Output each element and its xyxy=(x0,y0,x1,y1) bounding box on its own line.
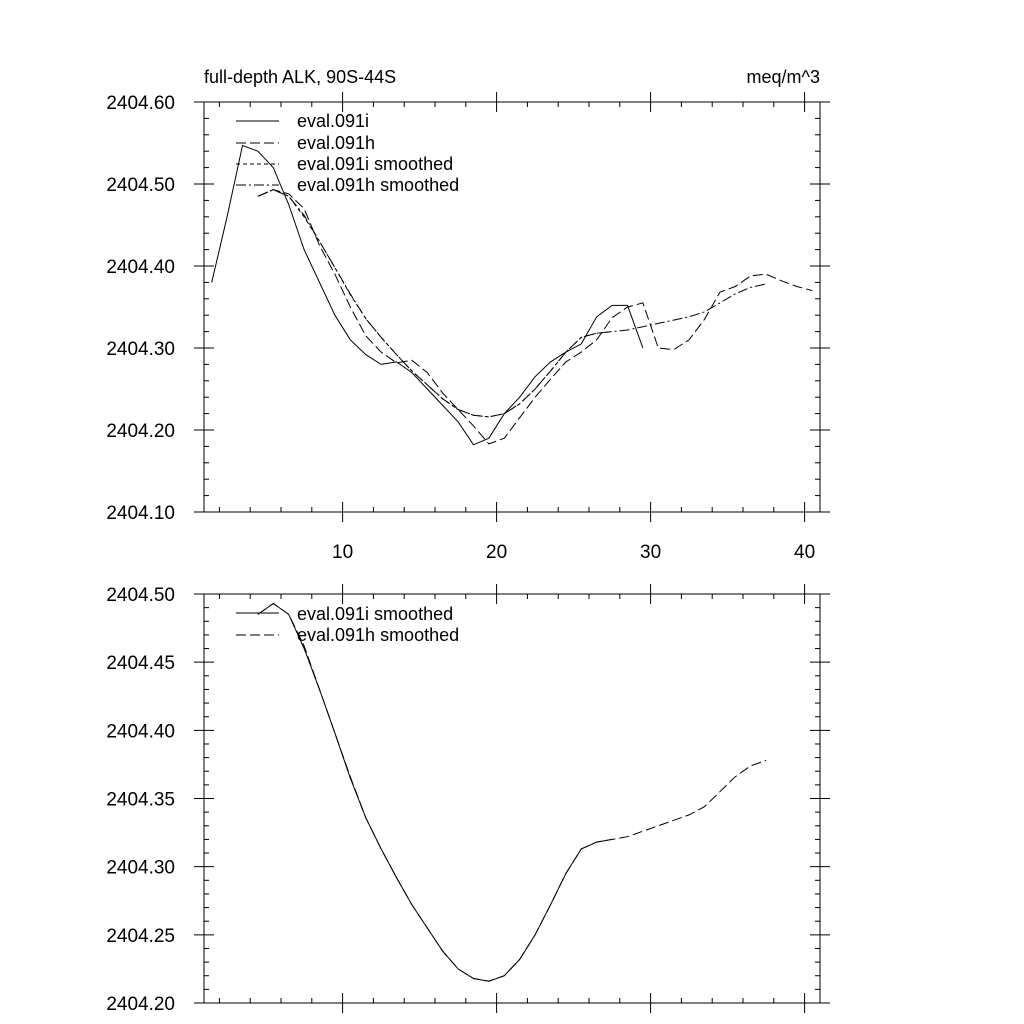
top-xtick-label: 40 xyxy=(794,542,815,563)
bottom-ytick-label: 2404.50 xyxy=(106,585,175,606)
bottom-ytick-label: 2404.20 xyxy=(106,994,175,1015)
top-panel: full-depth ALK, 90S-44S meq/m^3 2404.102… xyxy=(106,67,830,563)
top-series-group xyxy=(211,144,813,446)
bottom-y-tick-labels: 2404.20 2404.25 2404.30 2404.35 2404.40 2404.… xyxy=(106,585,175,1015)
top-legend-label-eval091h: eval.091h xyxy=(297,133,375,153)
top-ytick-label: 2404.50 xyxy=(106,175,175,196)
bottom-legend-label-eval091h-smoothed: eval.091h smoothed xyxy=(297,625,459,645)
top-xtick-label: 30 xyxy=(640,542,661,563)
top-plot-frame xyxy=(203,101,821,513)
bottom-ytick-label: 2404.35 xyxy=(106,790,175,811)
bottom-series-group xyxy=(257,602,767,982)
top-legend-label-eval091i: eval.091i xyxy=(297,111,369,131)
top-ytick-label: 2404.10 xyxy=(106,503,175,524)
bottom-legend-label-eval091i-smoothed: eval.091i smoothed xyxy=(297,604,453,624)
top-legend-label-eval091h-smoothed: eval.091h smoothed xyxy=(297,175,459,195)
top-series-line-eval-091i xyxy=(211,144,644,446)
top-chart-title: full-depth ALK, 90S-44S xyxy=(204,67,396,87)
top-legend: eval.091i eval.091h eval.091i smoothed e… xyxy=(236,111,459,195)
bottom-panel: 2404.20 2404.25 2404.30 2404.35 2404.40 2404.… xyxy=(106,584,830,1015)
bottom-plot-frame xyxy=(203,593,821,1004)
bottom-ytick-label: 2404.40 xyxy=(106,721,175,742)
top-ytick-label: 2404.40 xyxy=(106,257,175,278)
top-series-line-eval-091h-smoothed xyxy=(257,189,767,418)
top-x-tick-labels: 10 20 30 40 xyxy=(332,542,815,563)
top-ytick-label: 2404.30 xyxy=(106,339,175,360)
bottom-ytick-label: 2404.25 xyxy=(106,926,175,947)
bottom-series-line-eval-091h-smoothed xyxy=(257,602,767,982)
top-chart-units: meq/m^3 xyxy=(747,67,820,87)
top-series-line-eval-091h xyxy=(257,189,813,445)
bottom-legend: eval.091i smoothed eval.091h smoothed xyxy=(236,604,459,645)
top-ytick-label: 2404.60 xyxy=(106,93,175,114)
top-legend-label-eval091i-smoothed: eval.091i smoothed xyxy=(297,154,453,174)
top-xtick-label: 20 xyxy=(486,542,507,563)
bottom-ytick-label: 2404.45 xyxy=(106,653,175,674)
top-y-tick-labels: 2404.10 2404.20 2404.30 2404.40 2404.50 2404.… xyxy=(106,93,175,524)
bottom-ytick-label: 2404.30 xyxy=(106,858,175,879)
top-ytick-label: 2404.20 xyxy=(106,421,175,442)
top-xtick-label: 10 xyxy=(332,542,353,563)
